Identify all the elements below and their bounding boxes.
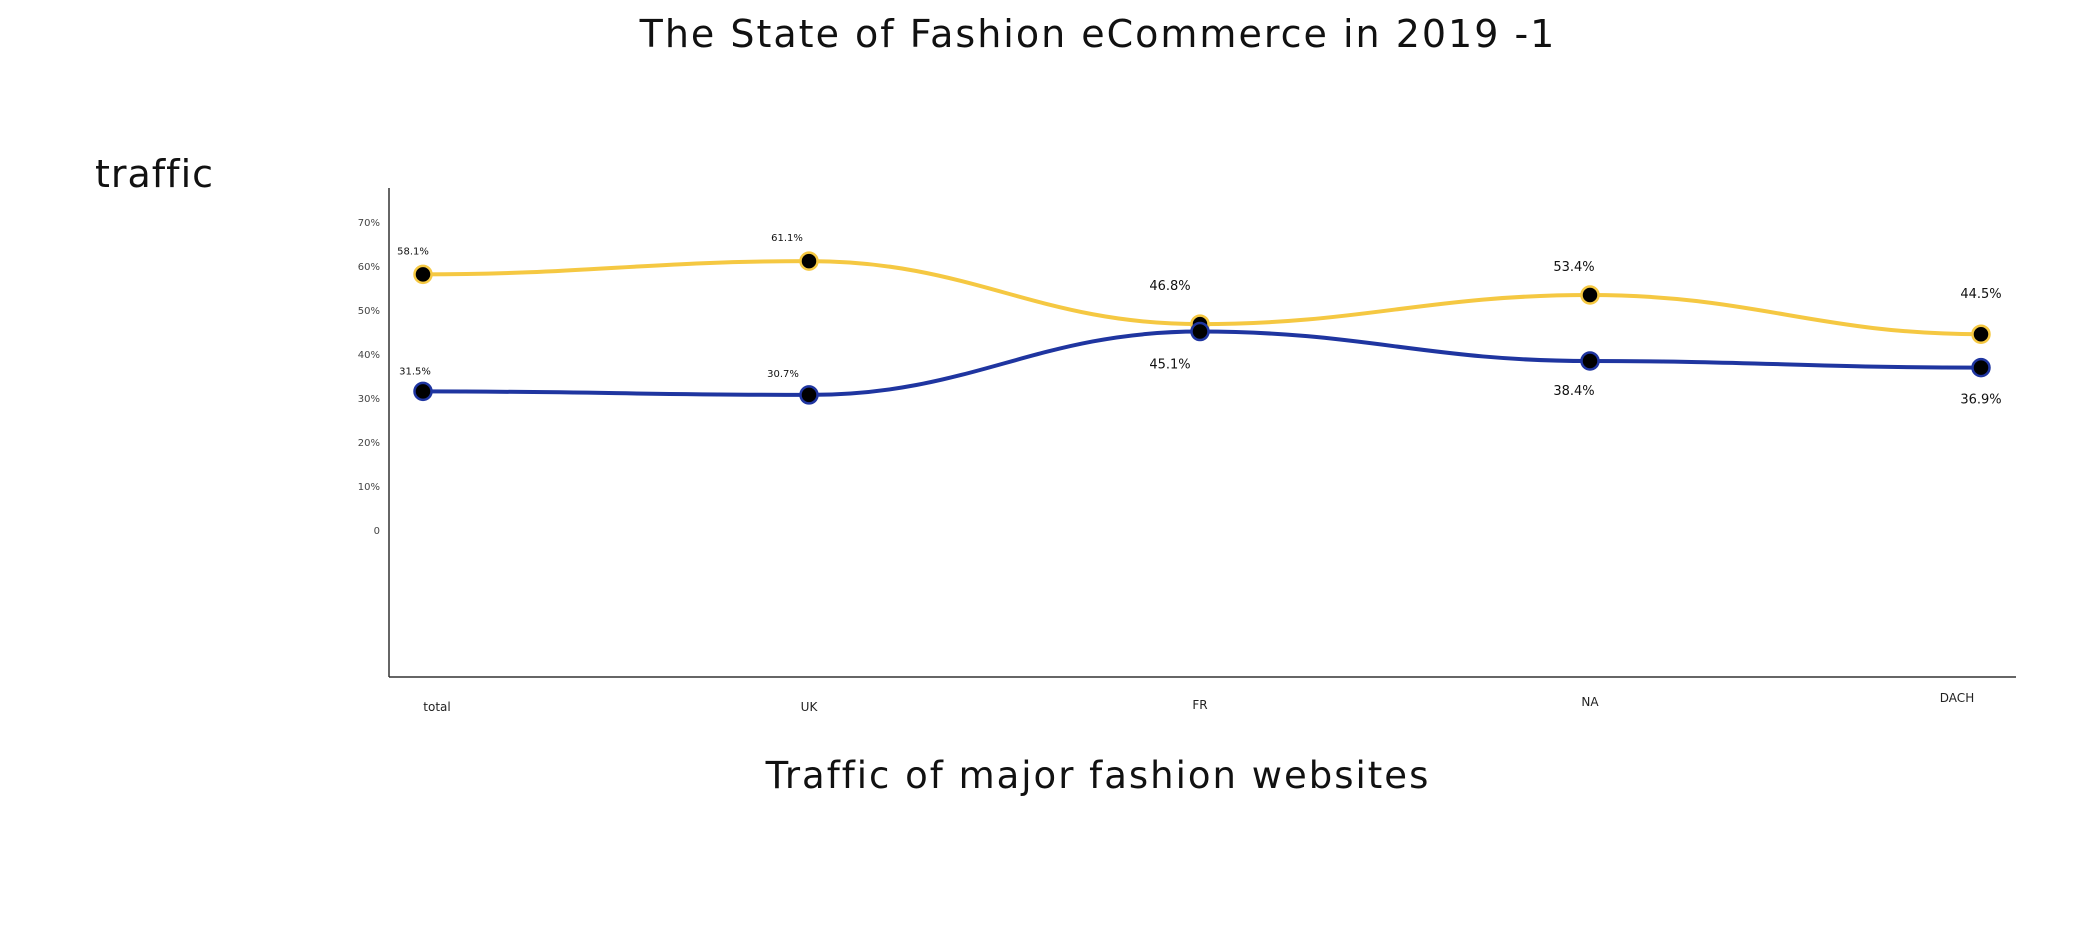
data-label: 36.9% (1960, 393, 2001, 408)
y-tick-label: 50% (358, 306, 380, 317)
data-label: 31.5% (399, 366, 431, 377)
data-point-marker (1580, 351, 1600, 371)
data-point-marker (1971, 357, 1991, 378)
data-label: 58.1% (397, 246, 429, 257)
data-label: 38.4% (1553, 384, 1594, 399)
x-axis-label: Traffic of major fashion websites (765, 754, 1431, 797)
data-point-marker (413, 264, 433, 285)
x-tick-label: FR (1192, 698, 1207, 712)
data-label: 30.7% (767, 369, 799, 380)
x-tick-label: NA (1581, 695, 1599, 709)
data-point-marker (1580, 285, 1600, 305)
series-markers (413, 251, 1991, 405)
data-labels: 58.1% 61.1% 46.8% 53.4% 44.5% 31.5% 30.7% 45.1%… (397, 233, 2002, 407)
y-tick-label: 20% (358, 438, 380, 449)
x-tick-label: UK (801, 700, 819, 714)
data-label: 44.5% (1960, 287, 2001, 302)
x-tick-label: DACH (1940, 691, 1974, 705)
y-tick-label: 30% (358, 394, 380, 405)
data-label: 53.4% (1553, 260, 1594, 275)
y-axis-label: traffic (95, 152, 215, 196)
data-point-marker (799, 251, 819, 271)
y-tick-label: 40% (358, 350, 380, 361)
data-label: 45.1% (1149, 358, 1190, 373)
y-tick-label: 10% (358, 482, 380, 493)
chart-title: The State of Fashion eCommerce in 2019 -… (639, 12, 1557, 56)
data-point-marker (1971, 324, 1991, 344)
y-tick-label: 70% (358, 218, 380, 229)
y-tick-label: 60% (358, 262, 380, 273)
data-label: 46.8% (1149, 279, 1190, 294)
data-point-marker (413, 381, 433, 402)
x-tick-labels: total UK FR NA DACH (423, 691, 1974, 714)
y-tick-label: 0 (374, 526, 380, 537)
data-label: 61.1% (771, 233, 803, 244)
x-tick-label: total (423, 700, 450, 714)
y-tick-labels: 70% 60% 50% 40% 30% 20% 10% 0 (358, 218, 380, 537)
data-point-marker (1190, 321, 1210, 342)
data-point-marker (799, 385, 819, 405)
